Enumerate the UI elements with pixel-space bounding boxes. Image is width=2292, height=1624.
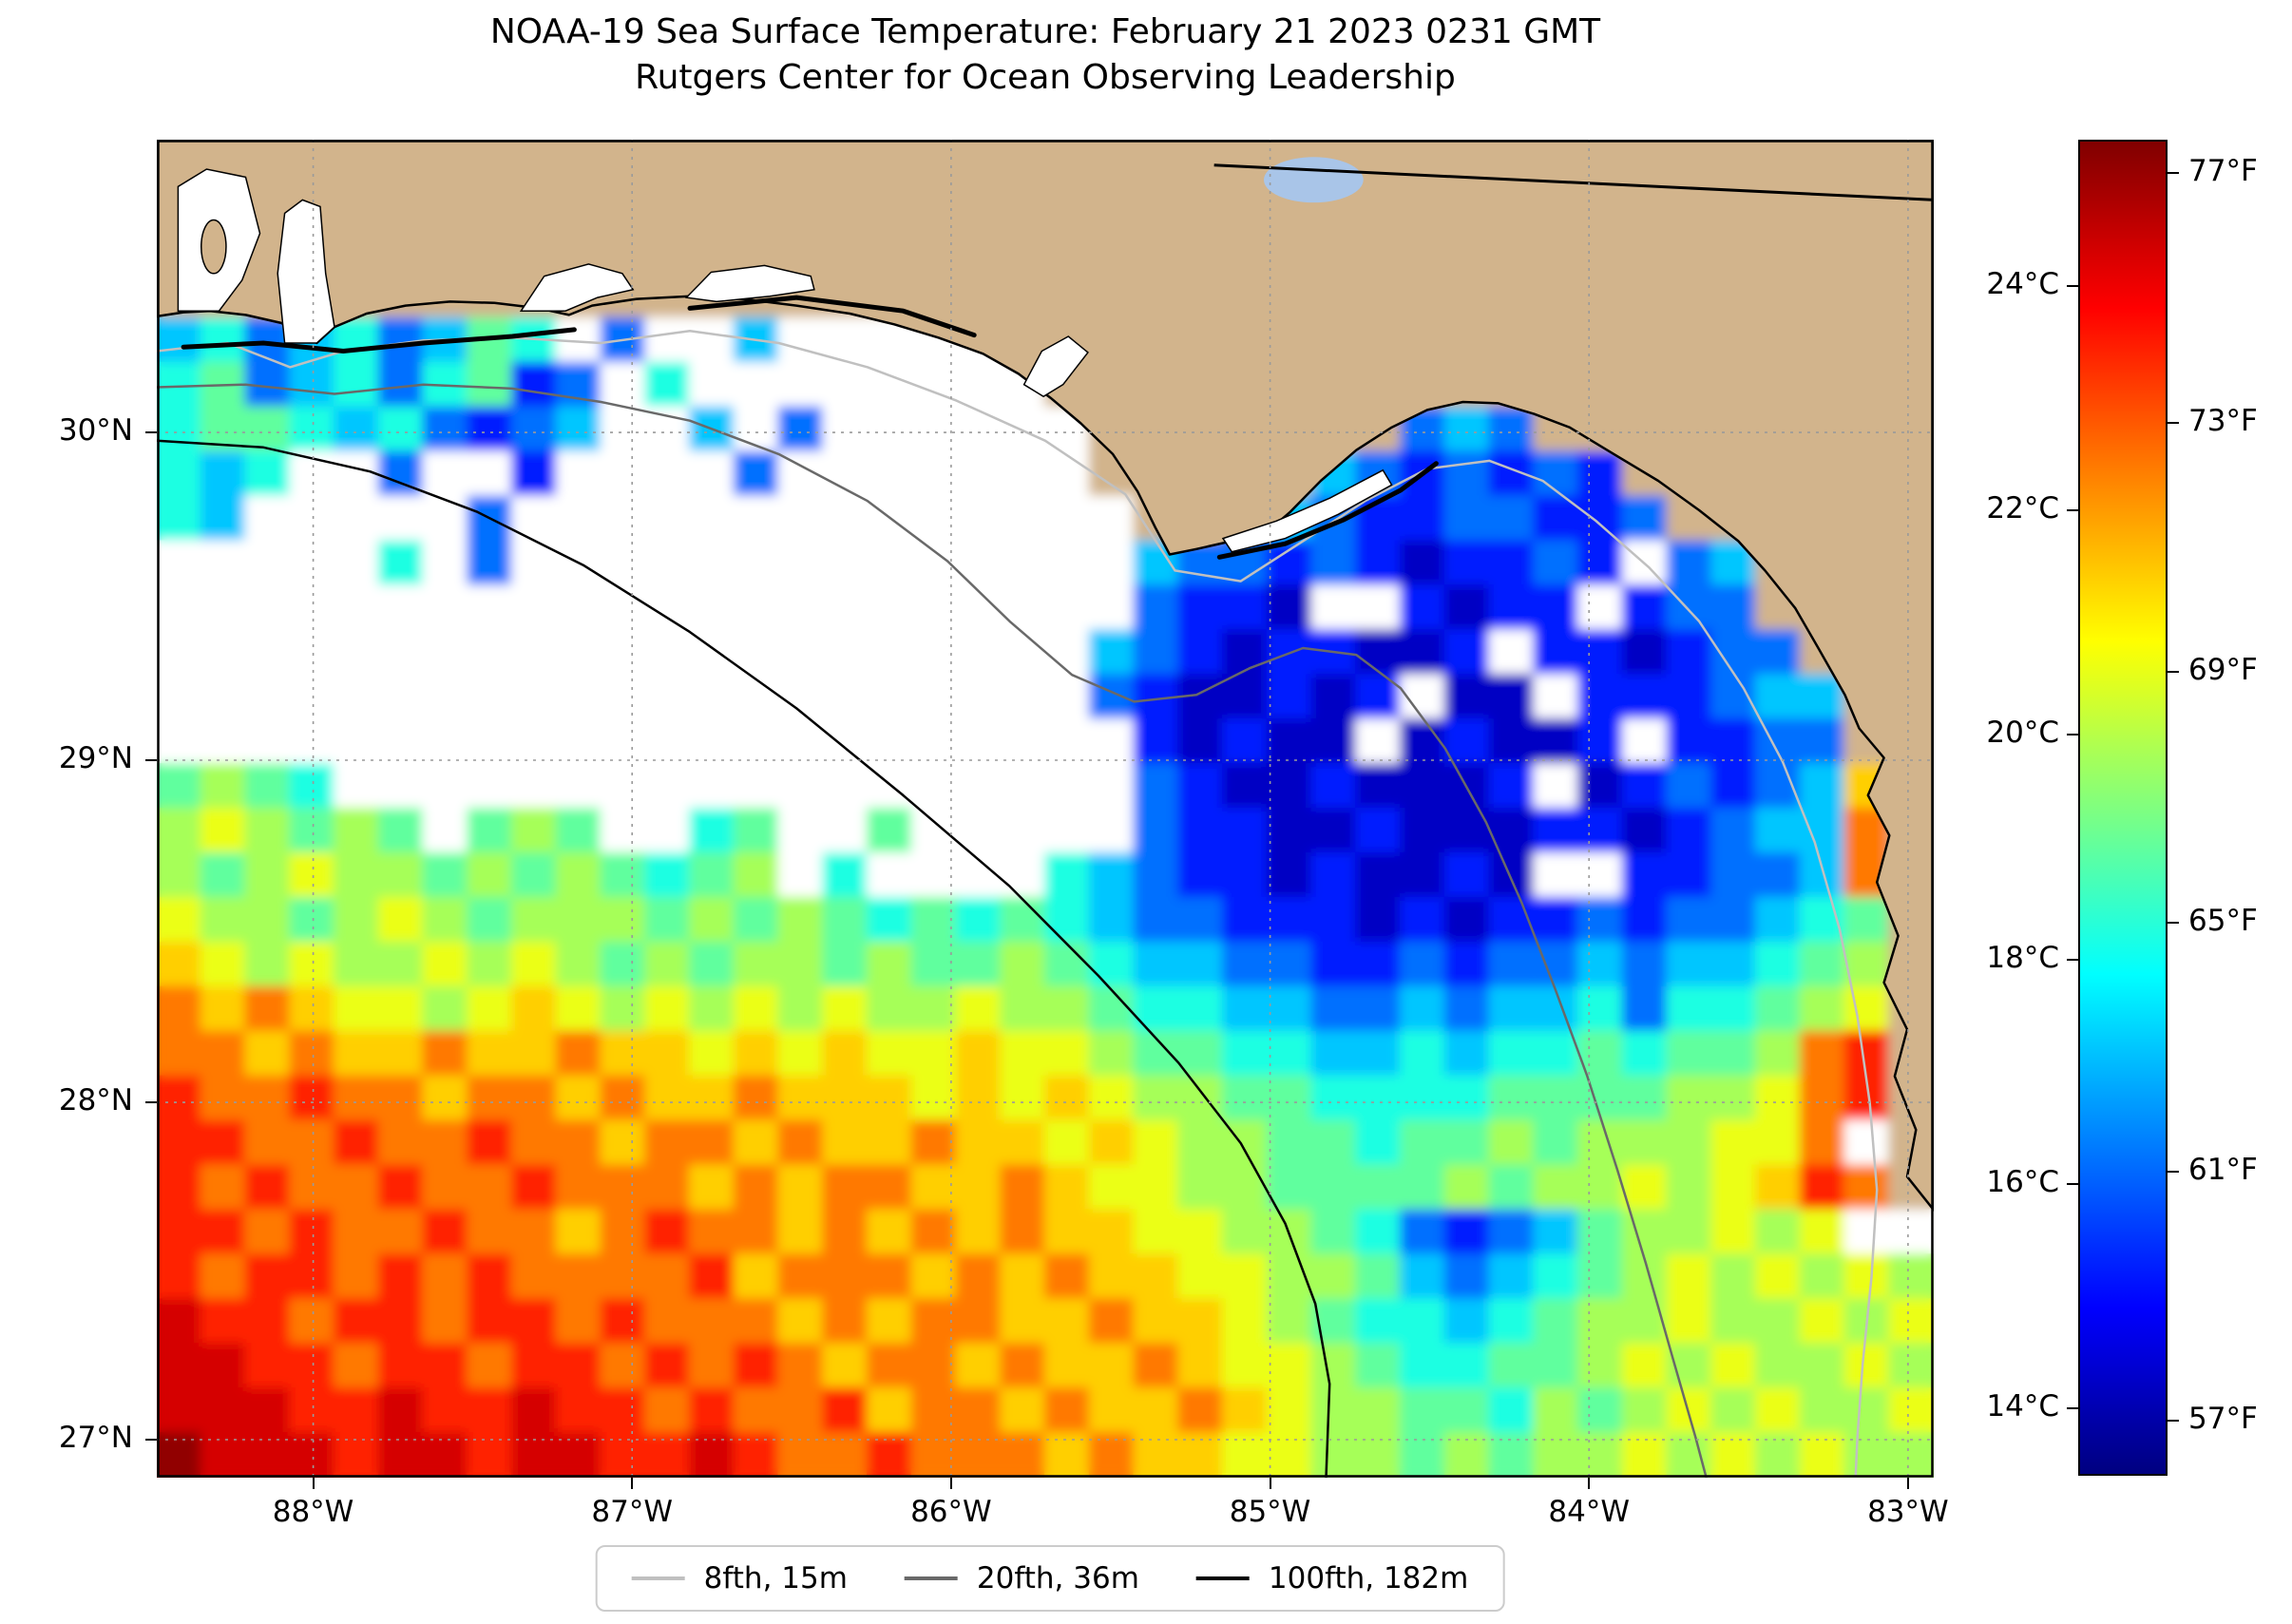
barrier-island (1216, 461, 1439, 560)
colorbar-tick-fahrenheit (2168, 671, 2179, 674)
colorbar-tick-celsius (2067, 958, 2078, 961)
barrier-island (687, 295, 977, 338)
colorbar-label-celsius: 16°C (1986, 1164, 2059, 1199)
colorbar-label-celsius: 22°C (1986, 490, 2059, 525)
legend-item-20fth: 20fth, 36m (904, 1561, 1139, 1595)
title-line-2: Rutgers Center for Ocean Observing Leade… (635, 58, 1456, 97)
colorbar-label-celsius: 24°C (1986, 266, 2059, 301)
title-line-1: NOAA-19 Sea Surface Temperature: Februar… (489, 12, 1601, 51)
y-axis-tick (145, 1101, 157, 1104)
colorbar-label-fahrenheit: 57°F (2188, 1402, 2258, 1437)
legend-label-8fth: 8fth, 15m (703, 1561, 848, 1595)
x-axis-tick-label: 87°W (591, 1495, 674, 1529)
x-axis-tick-label: 88°W (272, 1495, 354, 1529)
colorbar-label-fahrenheit: 73°F (2188, 403, 2258, 438)
colorbar-tick-fahrenheit (2168, 921, 2179, 924)
colorbar-tick-celsius (2067, 284, 2078, 287)
x-axis-tick (949, 1478, 952, 1489)
bay-inlet (277, 199, 335, 344)
depth-contour-legend: 8fth, 15m 20fth, 36m 100fth, 182m (595, 1545, 1505, 1612)
colorbar-tick-celsius (2067, 1407, 2078, 1410)
colorbar-label-celsius: 14°C (1986, 1389, 2059, 1424)
y-axis-tick-label: 30°N (58, 413, 133, 449)
y-axis-tick-label: 27°N (58, 1421, 133, 1455)
bay-inlet (684, 264, 815, 303)
contour-8fth (157, 330, 1879, 1478)
colorbar-label-celsius: 20°C (1986, 716, 2059, 751)
y-axis-tick-label: 29°N (58, 741, 133, 776)
state-boundary-line (1213, 163, 1934, 201)
x-axis-tick (312, 1478, 315, 1489)
colorbar-tick-celsius (2067, 508, 2078, 511)
legend-label-100fth: 100fth, 182m (1268, 1561, 1469, 1595)
plot-frame (157, 140, 1934, 1478)
colorbar (2078, 140, 2168, 1476)
colorbar-tick-fahrenheit (2168, 421, 2179, 424)
colorbar-tick-fahrenheit (2168, 172, 2179, 175)
legend-line-sample-20fth (904, 1576, 958, 1580)
x-axis-tick-label: 86°W (910, 1495, 992, 1529)
legend-line-sample-8fth (631, 1576, 685, 1580)
colorbar-tick-fahrenheit (2168, 1170, 2179, 1173)
y-axis-tick-label: 28°N (58, 1083, 133, 1118)
x-axis-tick-label: 85°W (1229, 1495, 1311, 1529)
colorbar-label-fahrenheit: 69°F (2188, 653, 2258, 688)
x-axis-tick (1588, 1478, 1591, 1489)
lake (1264, 157, 1364, 203)
y-axis-tick (145, 431, 157, 434)
colorbar-label-fahrenheit: 77°F (2188, 154, 2258, 189)
bay-inlet (1221, 468, 1393, 553)
sst-map-canvas (157, 140, 1934, 1478)
barrier-island (181, 327, 577, 354)
colorbar-tick-fahrenheit (2168, 1420, 2179, 1423)
x-axis-tick (1906, 1478, 1909, 1489)
colorbar-tick-celsius (2067, 1182, 2078, 1185)
contour-20fth (157, 383, 1708, 1478)
colorbar-label-celsius: 18°C (1986, 940, 2059, 975)
figure-title: NOAA-19 Sea Surface Temperature: Februar… (157, 10, 1934, 101)
delta-island (201, 219, 227, 275)
colorbar-label-fahrenheit: 61°F (2188, 1152, 2258, 1187)
colorbar-label-fahrenheit: 65°F (2188, 903, 2258, 938)
y-axis-tick (145, 759, 157, 762)
contour-100fth (157, 439, 1331, 1478)
legend-label-20fth: 20fth, 36m (976, 1561, 1139, 1595)
map-plot (157, 140, 1934, 1478)
legend-item-8fth: 8fth, 15m (631, 1561, 848, 1595)
y-axis-tick (145, 1439, 157, 1441)
x-axis-tick (631, 1478, 634, 1489)
bay-inlet (1022, 335, 1089, 398)
colorbar-tick-celsius (2067, 734, 2078, 736)
x-axis-tick (1269, 1478, 1271, 1489)
x-axis-tick-label: 84°W (1548, 1495, 1631, 1529)
x-axis-tick-label: 83°W (1867, 1495, 1949, 1529)
legend-item-100fth: 100fth, 182m (1195, 1561, 1469, 1595)
bay-inlet (519, 263, 635, 312)
legend-line-sample-100fth (1195, 1576, 1250, 1580)
